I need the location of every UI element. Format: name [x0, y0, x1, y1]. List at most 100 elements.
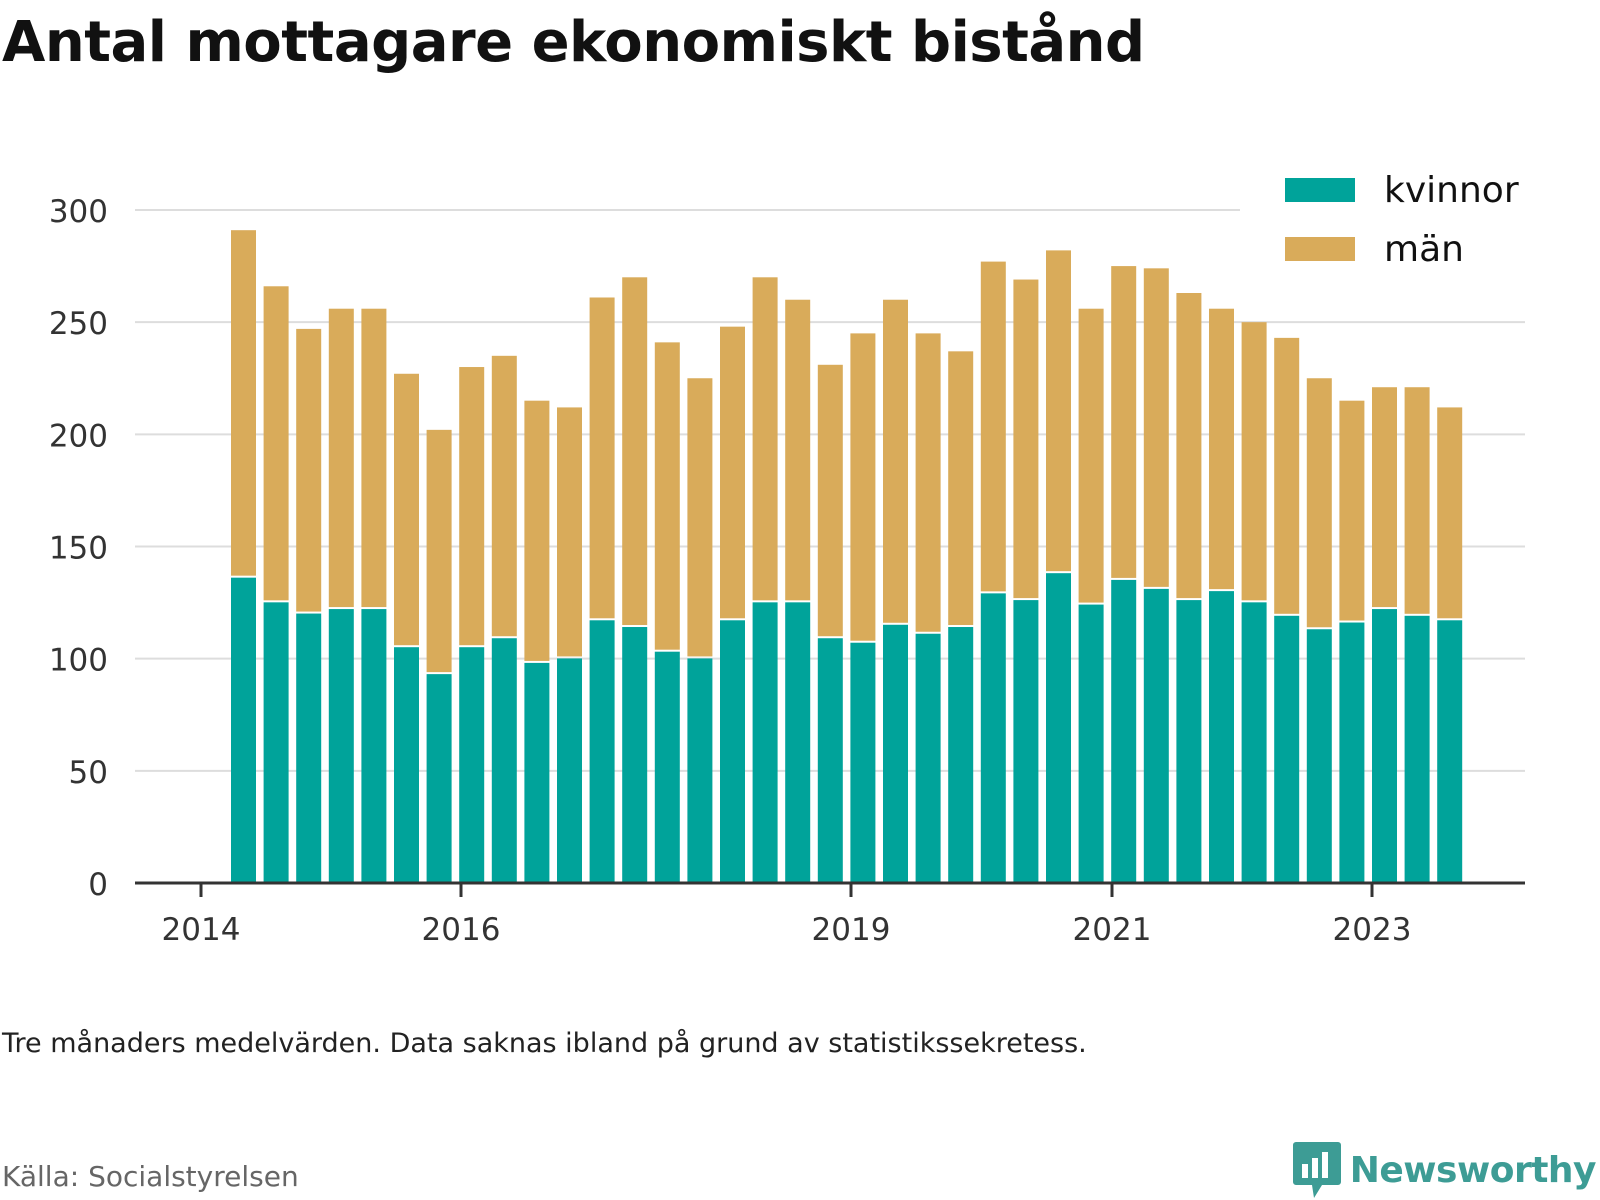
bar-kvinnor: [296, 613, 322, 883]
bar-man: [263, 286, 289, 601]
bars: [231, 230, 1463, 883]
bar-man: [1111, 266, 1137, 578]
bar-kvinnor: [328, 609, 354, 883]
bar-kvinnor: [1339, 622, 1365, 883]
bar-man: [524, 400, 550, 661]
bar-man: [1372, 387, 1397, 608]
bar-man: [459, 367, 485, 646]
bar-man: [1209, 308, 1234, 590]
bar-man: [980, 261, 1006, 592]
stacked-bar-chart: 2014 2016 2019 2021 2023 050100150200250300 …: [48, 168, 1540, 948]
x-tick-label: 2021: [1073, 912, 1152, 948]
bar-man: [1176, 293, 1202, 599]
bar-kvinnor: [394, 647, 419, 883]
bar-man: [426, 429, 452, 673]
bar-kvinnor: [231, 577, 256, 883]
legend: kvinnor män: [1240, 168, 1540, 270]
bar-kvinnor: [459, 647, 485, 883]
x-tick-label: 2014: [162, 912, 241, 948]
newsworthy-logo-icon: [1292, 1142, 1341, 1198]
bar-kvinnor: [1143, 588, 1169, 883]
chart-note: Tre månaders medelvärden. Data saknas ib…: [2, 1028, 1087, 1059]
bar-man: [296, 328, 322, 612]
bar-kvinnor: [1404, 615, 1430, 883]
bar-kvinnor: [785, 602, 811, 883]
bar-kvinnor: [1176, 600, 1202, 883]
bar-kvinnor: [491, 638, 517, 883]
legend-swatch-kvinnor: [1285, 178, 1355, 202]
bar-man: [1274, 337, 1300, 614]
y-tick-label: 300: [49, 194, 108, 230]
x-axis: 2014 2016 2019 2021 2023: [135, 881, 1525, 948]
source-credit: Källa: Socialstyrelsen: [2, 1160, 299, 1193]
legend-swatch-man: [1285, 237, 1355, 261]
bar-man: [1437, 407, 1463, 619]
bar-kvinnor: [1372, 609, 1397, 883]
bar-kvinnor: [524, 662, 550, 883]
bar-kvinnor: [426, 674, 452, 883]
x-tick-label: 2016: [422, 912, 501, 948]
bar-man: [817, 364, 843, 637]
newsworthy-logo: Newsworthy: [1292, 1140, 1597, 1200]
bar-kvinnor: [589, 620, 615, 883]
bar-man: [915, 333, 941, 632]
bar-man: [557, 407, 582, 657]
bar-man: [785, 299, 811, 601]
bar-kvinnor: [752, 602, 778, 883]
y-tick-label: 200: [49, 418, 108, 454]
y-tick-label: 250: [49, 306, 108, 342]
bar-man: [1241, 322, 1267, 601]
y-tick-label: 50: [69, 755, 108, 791]
legend-label-man: män: [1384, 229, 1464, 270]
y-tick-label: 150: [49, 531, 108, 567]
bar-kvinnor: [263, 602, 289, 883]
bar-man: [1404, 387, 1430, 614]
bar-kvinnor: [1046, 573, 1071, 883]
bar-kvinnor: [883, 624, 908, 883]
bar-kvinnor: [980, 593, 1006, 883]
bar-man: [231, 230, 256, 576]
y-axis: 0 50 100 150 200 250 300: [49, 194, 108, 903]
bar-kvinnor: [361, 609, 387, 883]
bar-man: [622, 277, 648, 626]
chart-title: Antal mottagare ekonomiskt bistånd: [2, 10, 1145, 75]
bar-kvinnor: [1437, 620, 1463, 883]
bar-kvinnor: [622, 627, 648, 883]
x-tick-label: 2019: [812, 912, 891, 948]
bar-man: [589, 297, 615, 619]
bar-kvinnor: [1241, 602, 1267, 883]
y-tick-label: 0: [88, 867, 108, 903]
bar-man: [883, 299, 908, 623]
bar-man: [394, 373, 419, 646]
bar-man: [948, 351, 974, 626]
bar-man: [1306, 378, 1332, 628]
bar-kvinnor: [1013, 600, 1039, 883]
bar-kvinnor: [687, 658, 713, 883]
bar-kvinnor: [1209, 591, 1234, 883]
bar-kvinnor: [1274, 615, 1300, 883]
bar-man: [752, 277, 778, 601]
bar-kvinnor: [915, 633, 941, 883]
bar-kvinnor: [720, 620, 745, 883]
bar-man: [720, 326, 745, 619]
bar-man: [328, 308, 354, 608]
bar-kvinnor: [654, 651, 680, 883]
bar-man: [1143, 268, 1169, 587]
bar-kvinnor: [1078, 604, 1104, 883]
bar-kvinnor: [1306, 629, 1332, 883]
bar-kvinnor: [850, 642, 876, 883]
bar-man: [1078, 308, 1104, 603]
bar-man: [1013, 279, 1039, 599]
bar-man: [850, 333, 876, 641]
y-tick-label: 100: [49, 643, 108, 679]
bar-man: [654, 342, 680, 650]
bar-kvinnor: [948, 627, 974, 883]
bar-man: [361, 308, 387, 608]
x-tick-label: 2023: [1333, 912, 1412, 948]
legend-label-kvinnor: kvinnor: [1384, 170, 1519, 211]
bar-man: [687, 378, 713, 657]
bar-kvinnor: [817, 638, 843, 883]
bar-man: [1046, 250, 1071, 572]
bar-man: [491, 355, 517, 637]
bar-kvinnor: [1111, 579, 1137, 883]
